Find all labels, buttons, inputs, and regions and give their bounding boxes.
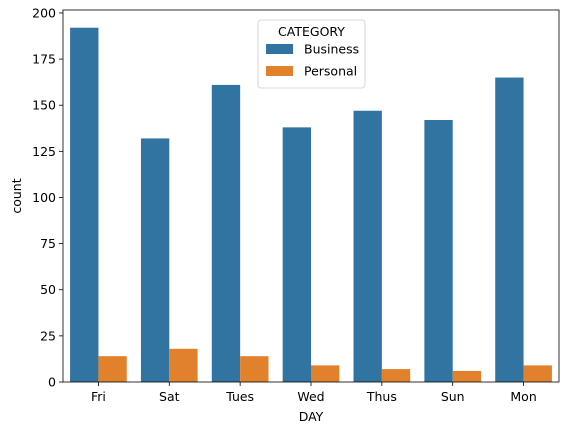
legend-title: CATEGORY xyxy=(278,24,345,39)
bars-group xyxy=(70,27,552,383)
y-tick-label: 50 xyxy=(40,282,56,297)
y-tick-label: 200 xyxy=(32,5,56,20)
bar-personal-sun xyxy=(452,370,482,382)
bar-personal-thus xyxy=(381,369,411,382)
legend-label-personal: Personal xyxy=(304,64,357,79)
axis-spine-left xyxy=(62,9,560,383)
y-tick-label: 175 xyxy=(32,52,56,67)
x-tick-label-tues: Tues xyxy=(225,389,254,404)
y-tick-label: 100 xyxy=(32,190,56,205)
bar-business-fri xyxy=(70,27,99,382)
x-tick-label-sat: Sat xyxy=(159,389,180,404)
y-tick-label: 75 xyxy=(40,236,56,251)
legend-items: Business Personal xyxy=(266,42,359,79)
y-tick-label: 0 xyxy=(48,375,56,390)
bar-business-thus xyxy=(353,110,382,382)
y-tick-label: 150 xyxy=(32,98,56,113)
bar-business-wed xyxy=(282,127,311,382)
bar-personal-fri xyxy=(98,356,127,382)
x-tick-label-fri: Fri xyxy=(91,389,106,404)
bar-personal-wed xyxy=(311,365,340,382)
bar-business-sat xyxy=(140,138,170,382)
y-tick-label: 25 xyxy=(40,328,56,343)
legend-swatch-personal xyxy=(266,66,293,76)
legend-label-business: Business xyxy=(304,42,359,57)
x-axis: Fri Sat Tues Wed Thus Sun Mon xyxy=(91,382,537,404)
y-axis-label: count xyxy=(9,178,24,213)
x-tick-label-mon: Mon xyxy=(510,389,536,404)
y-tick-label: 125 xyxy=(32,144,56,159)
x-axis-label: DAY xyxy=(299,409,324,424)
x-tick-label-thus: Thus xyxy=(366,389,397,404)
bar-business-sun xyxy=(424,119,453,382)
legend: CATEGORY Business Personal xyxy=(257,19,366,89)
bar-personal-mon xyxy=(523,365,552,382)
y-axis: 0 25 50 75 100 125 150 175 200 xyxy=(32,5,63,390)
legend-swatch-business xyxy=(266,44,293,54)
bar-personal-tues xyxy=(240,356,269,382)
bar-personal-sat xyxy=(169,348,198,382)
bar-business-tues xyxy=(211,84,241,383)
bar-business-mon xyxy=(495,77,524,383)
x-tick-label-sun: Sun xyxy=(441,389,465,404)
x-tick-label-wed: Wed xyxy=(297,389,324,404)
